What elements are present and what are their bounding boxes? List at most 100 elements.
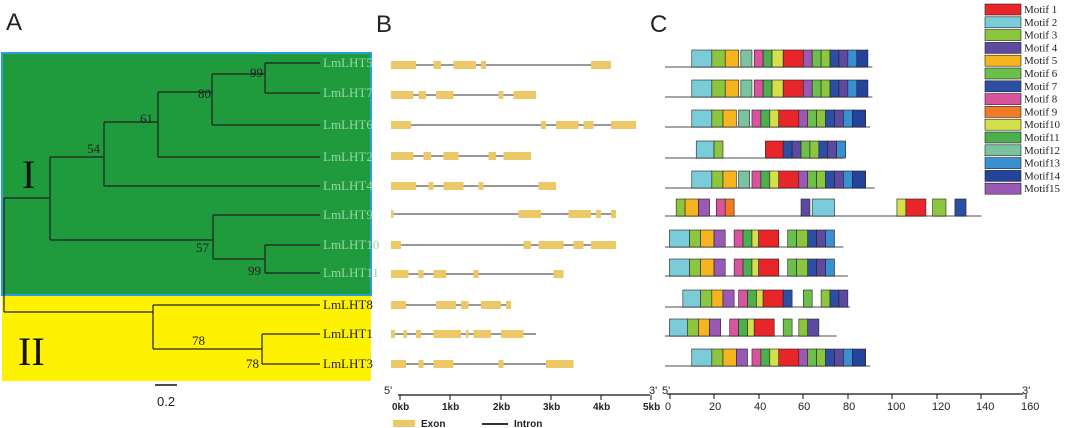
exon-block bbox=[428, 182, 434, 190]
exon-block bbox=[591, 61, 611, 69]
motif-block bbox=[698, 198, 710, 217]
motif-block bbox=[807, 258, 817, 277]
motif-block bbox=[686, 318, 699, 337]
exon-block bbox=[546, 360, 574, 368]
motif-block bbox=[847, 49, 858, 68]
motif-block bbox=[722, 170, 737, 189]
panel-label-a: A bbox=[6, 9, 22, 36]
exon-block bbox=[538, 241, 564, 249]
exon-block bbox=[391, 210, 394, 218]
motif-block bbox=[827, 140, 838, 159]
motif-sequence-row bbox=[665, 79, 873, 98]
motif-block bbox=[769, 348, 780, 367]
gene-label: LmLHT5 bbox=[323, 55, 373, 70]
exon-legend-label: Exon bbox=[421, 419, 445, 428]
motif-block bbox=[782, 289, 793, 308]
motif-block bbox=[825, 258, 835, 277]
bootstrap-value: 78 bbox=[246, 356, 259, 371]
exon-block bbox=[503, 152, 531, 160]
gene-label: LmLHT4 bbox=[323, 178, 373, 193]
motif-block bbox=[820, 289, 831, 308]
motif-legend-label: Motif 4 bbox=[1024, 42, 1058, 54]
motif-block bbox=[715, 198, 726, 217]
gene-structure-tick-label: 3kb bbox=[543, 402, 560, 413]
motif-block bbox=[816, 170, 826, 189]
motif-legend-swatch bbox=[984, 42, 1022, 54]
exon-block bbox=[553, 270, 564, 278]
gene-structure-axis-5prime: 5' bbox=[384, 385, 392, 397]
motif-block bbox=[738, 289, 748, 308]
motif-sequence-row bbox=[665, 348, 871, 367]
motif-block bbox=[691, 348, 713, 367]
motif-legend-swatch bbox=[984, 80, 1022, 93]
motif-block bbox=[756, 289, 764, 308]
motif-legend-swatch bbox=[984, 157, 1022, 169]
gene-label: LmLHT10 bbox=[323, 237, 379, 252]
exon-block bbox=[433, 61, 441, 69]
exon-block bbox=[436, 301, 456, 309]
motif-block bbox=[778, 170, 800, 189]
exon-block bbox=[498, 360, 504, 368]
gene-structure-row bbox=[391, 152, 531, 160]
bootstrap-value: 57 bbox=[196, 240, 210, 255]
motif-block bbox=[834, 170, 844, 189]
motif-block bbox=[698, 318, 710, 337]
gene-label: LmLHT2 bbox=[323, 149, 373, 164]
motif-legend-swatch bbox=[984, 182, 1022, 195]
exon-block bbox=[418, 91, 426, 99]
motif-legend-swatch bbox=[984, 29, 1022, 41]
exon-block bbox=[541, 121, 546, 129]
exon-block bbox=[436, 91, 454, 99]
gene-structure-row bbox=[391, 241, 616, 249]
motif-block bbox=[729, 318, 739, 337]
gene-structure-row bbox=[391, 270, 564, 278]
exon-block bbox=[466, 330, 469, 338]
motif-axis-tick-label: 160 bbox=[1021, 401, 1039, 413]
gene-structure-panel: 5' 3' 0kb 1kb 2kb 3kb 4kb 5kb Exon Intron bbox=[384, 61, 660, 428]
motif-block bbox=[722, 289, 735, 308]
exon-block bbox=[573, 241, 584, 249]
gene-structure-row bbox=[391, 330, 536, 338]
motif-block bbox=[787, 258, 797, 277]
motif-block bbox=[802, 79, 813, 98]
motif-block bbox=[751, 229, 759, 248]
motif-block bbox=[782, 79, 804, 98]
motif-legend-swatch bbox=[984, 54, 1022, 67]
motif-block bbox=[800, 198, 811, 217]
motif-block bbox=[762, 49, 773, 68]
motif-block bbox=[796, 229, 809, 248]
motif-block bbox=[753, 318, 775, 337]
motif-block bbox=[669, 229, 690, 248]
exon-block bbox=[423, 152, 431, 160]
motif-block bbox=[700, 258, 715, 277]
motif-block bbox=[740, 79, 753, 98]
phylogeny-panel: I II 99 80 61 54 57 99 78 78 LmLHT5 L bbox=[1, 52, 379, 409]
motif-block bbox=[896, 198, 907, 217]
motif-legend-label: Motif 7 bbox=[1024, 81, 1058, 93]
motif-sequence-row bbox=[665, 229, 844, 248]
exon-block bbox=[506, 301, 511, 309]
motif-block bbox=[778, 109, 800, 128]
motif-block bbox=[738, 318, 748, 337]
gene-structure-tick-label: 0kb bbox=[392, 402, 409, 413]
motif-axis-tick-label: 80 bbox=[843, 401, 855, 413]
motif-axis-tick-label: 140 bbox=[976, 401, 994, 413]
gene-structure-axis-3prime: 3' bbox=[649, 385, 657, 397]
exon-block bbox=[488, 152, 496, 160]
motif-block bbox=[820, 49, 831, 68]
exon-block bbox=[418, 270, 424, 278]
exon-block bbox=[391, 61, 416, 69]
motif-block bbox=[711, 170, 724, 189]
motif-block bbox=[711, 49, 726, 68]
motif-block bbox=[722, 109, 737, 128]
gene-structure-row bbox=[391, 360, 574, 368]
motif-block bbox=[740, 49, 753, 68]
motif-block bbox=[691, 170, 713, 189]
motif-block bbox=[782, 49, 804, 68]
motif-block bbox=[747, 289, 757, 308]
motif-block bbox=[811, 79, 822, 98]
exon-block bbox=[443, 152, 459, 160]
motif-block bbox=[769, 170, 780, 189]
exon-block bbox=[556, 121, 579, 129]
motif-legend-label: Motif14 bbox=[1024, 170, 1061, 182]
